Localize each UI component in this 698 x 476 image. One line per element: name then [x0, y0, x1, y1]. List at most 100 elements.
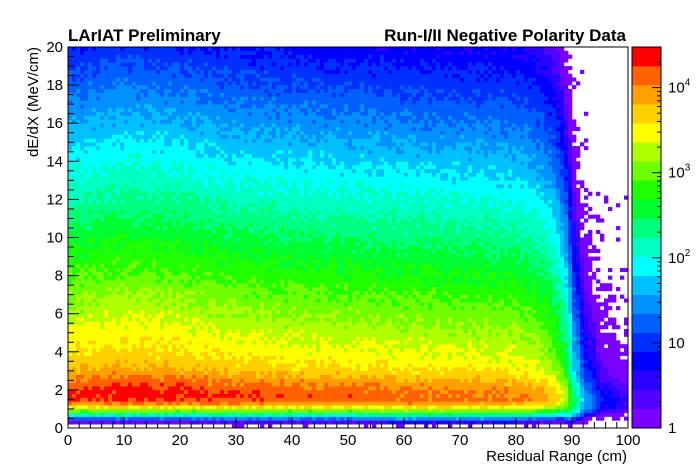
heatmap-cell	[68, 325, 73, 330]
heatmap-cell	[140, 119, 145, 124]
heatmap-cell	[160, 184, 165, 189]
heatmap-cell	[216, 180, 221, 185]
heatmap-cell	[224, 191, 229, 196]
heatmap-cell	[176, 69, 181, 74]
heatmap-cell	[144, 412, 149, 417]
heatmap-cell	[236, 161, 241, 166]
heatmap-cell	[84, 256, 89, 261]
heatmap-cell	[208, 275, 213, 280]
heatmap-cell	[240, 382, 245, 387]
heatmap-cell	[184, 104, 189, 109]
heatmap-cell	[72, 309, 77, 314]
heatmap-cell	[196, 207, 201, 212]
heatmap-cell	[196, 367, 201, 372]
heatmap-cell	[144, 161, 149, 166]
heatmap-cell	[252, 256, 257, 261]
heatmap-cell	[76, 367, 81, 372]
heatmap-cell	[184, 256, 189, 261]
heatmap-cell	[104, 309, 109, 314]
heatmap-cell	[84, 62, 89, 67]
heatmap-cell	[84, 405, 89, 410]
heatmap-cell	[88, 279, 93, 284]
heatmap-cell	[88, 62, 93, 67]
heatmap-cell	[124, 180, 129, 185]
heatmap-cell	[228, 271, 233, 276]
heatmap-cell	[76, 168, 81, 174]
heatmap-cell	[228, 180, 233, 185]
heatmap-cell	[84, 298, 89, 303]
heatmap-cell	[84, 207, 89, 212]
heatmap-cell	[76, 50, 81, 55]
heatmap-cell	[232, 54, 237, 59]
heatmap-cell	[176, 309, 181, 314]
heatmap-cell	[120, 96, 125, 101]
heatmap-cell	[156, 207, 161, 212]
heatmap-cell	[260, 229, 265, 234]
heatmap-cell	[100, 382, 105, 387]
heatmap-cell	[160, 199, 165, 204]
heatmap-cell	[128, 180, 133, 185]
heatmap-cell	[236, 115, 241, 120]
heatmap-cell	[80, 389, 85, 395]
heatmap-cell	[184, 134, 189, 139]
heatmap-cell	[124, 96, 129, 101]
heatmap-cell	[220, 191, 225, 196]
heatmap-cell	[76, 187, 81, 193]
heatmap-cell	[124, 294, 129, 299]
heatmap-cell	[208, 408, 213, 414]
heatmap-cell	[96, 153, 101, 158]
heatmap-cell	[224, 351, 229, 356]
heatmap-cell	[140, 264, 145, 269]
heatmap-cell	[108, 382, 113, 387]
heatmap-cell	[244, 370, 249, 375]
heatmap-cell	[68, 386, 73, 391]
heatmap-cell	[216, 66, 221, 71]
heatmap-cell	[160, 306, 165, 311]
heatmap-cell	[196, 309, 201, 314]
heatmap-cell	[200, 187, 205, 193]
heatmap-cell	[200, 302, 205, 307]
heatmap-cell	[152, 165, 157, 170]
heatmap-cell	[208, 378, 213, 383]
heatmap-cell	[160, 66, 165, 71]
heatmap-cell	[100, 355, 105, 360]
heatmap-cell	[84, 203, 89, 208]
heatmap-cell	[240, 119, 245, 124]
heatmap-cell	[108, 420, 113, 425]
heatmap-cell	[168, 138, 173, 143]
heatmap-cell	[120, 256, 125, 261]
heatmap-cell	[216, 313, 221, 318]
heatmap-cell	[264, 100, 269, 105]
heatmap-cell	[196, 378, 201, 383]
heatmap-cell	[188, 134, 193, 139]
heatmap-cell	[112, 107, 117, 113]
heatmap-cell	[196, 73, 201, 78]
heatmap-cell	[96, 351, 101, 356]
heatmap-cell	[232, 287, 237, 292]
heatmap-cell	[208, 416, 213, 421]
heatmap-cell	[264, 96, 269, 101]
heatmap-cell	[116, 191, 121, 196]
heatmap-cell	[96, 264, 101, 269]
heatmap-cell	[136, 237, 141, 242]
heatmap-cell	[196, 416, 201, 421]
heatmap-cell	[172, 401, 177, 406]
heatmap-cell	[112, 363, 117, 368]
heatmap-cell	[88, 370, 93, 375]
heatmap-cell	[80, 153, 85, 158]
heatmap-cell	[268, 290, 273, 295]
heatmap-cell	[208, 100, 213, 105]
heatmap-cell	[108, 180, 113, 185]
heatmap-cell	[168, 298, 173, 303]
heatmap-cell	[160, 168, 165, 174]
heatmap-cell	[72, 290, 77, 295]
heatmap-cell	[136, 389, 141, 395]
heatmap-cell	[132, 252, 137, 257]
heatmap-cell	[260, 245, 265, 250]
heatmap-cell	[128, 344, 133, 349]
heatmap-cell	[144, 81, 149, 86]
heatmap-cell	[176, 50, 181, 55]
heatmap-cell	[120, 218, 125, 223]
heatmap-cell	[220, 355, 225, 360]
heatmap-cell	[264, 359, 269, 364]
